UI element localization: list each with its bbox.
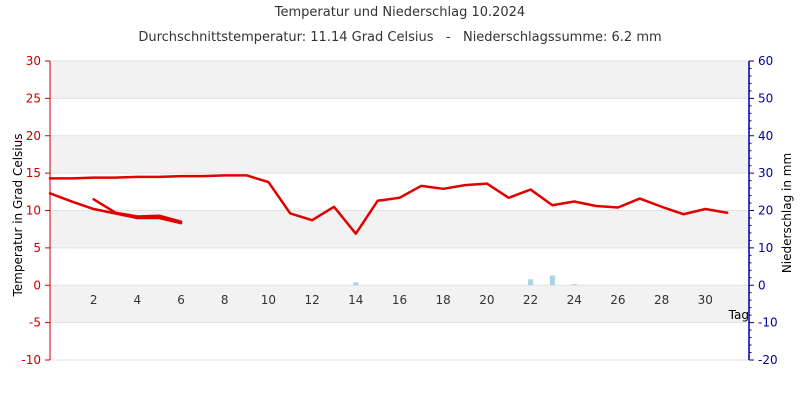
precipitation-bar bbox=[528, 279, 534, 286]
grid-bands bbox=[50, 60, 749, 361]
temperature-line-0 bbox=[48, 174, 729, 235]
y-tick-label-left: -5 bbox=[29, 316, 41, 330]
y-tick-label-left: 15 bbox=[26, 166, 41, 180]
y-tick-label-left: 30 bbox=[26, 54, 41, 68]
x-tick-label: 16 bbox=[392, 293, 407, 307]
temperature-line-2 bbox=[92, 198, 183, 223]
y-tick-label-left: -10 bbox=[21, 353, 41, 367]
y-tick-label-right: 10 bbox=[758, 241, 773, 255]
y-tick-label-right: 50 bbox=[758, 91, 773, 105]
grid-band bbox=[50, 322, 749, 360]
y-axis-left-label: Temperatur in Grad Celsius bbox=[11, 133, 25, 297]
y-tick-label-right: 30 bbox=[758, 166, 773, 180]
temperature-lines bbox=[48, 174, 729, 235]
x-tick-label: 18 bbox=[436, 293, 451, 307]
precipitation-bar bbox=[353, 282, 359, 286]
x-tick-label: 20 bbox=[479, 293, 494, 307]
y-tick-label-right: -10 bbox=[758, 316, 778, 330]
y-tick-label-left: 25 bbox=[26, 91, 41, 105]
grid-band bbox=[50, 247, 749, 286]
grid-band bbox=[50, 285, 749, 323]
x-tick-label: 26 bbox=[610, 293, 625, 307]
x-tick-label: 2 bbox=[90, 293, 98, 307]
x-tick-label: 8 bbox=[221, 293, 229, 307]
x-tick-label: 12 bbox=[304, 293, 319, 307]
x-tick-label: 4 bbox=[134, 293, 142, 307]
grid-band bbox=[50, 98, 749, 136]
y-tick-label-left: 0 bbox=[33, 278, 41, 292]
x-tick-label: 24 bbox=[567, 293, 582, 307]
chart-title: Temperatur und Niederschlag 10.2024 bbox=[274, 5, 525, 20]
precipitation-bar bbox=[549, 275, 555, 286]
x-tick-label: 30 bbox=[698, 293, 713, 307]
x-tick-label: 28 bbox=[654, 293, 669, 307]
axes bbox=[45, 60, 754, 361]
chart-subtitle: Durchschnittstemperatur: 11.14 Grad Cels… bbox=[138, 30, 661, 45]
x-tick-label: 14 bbox=[348, 293, 363, 307]
y-tick-label-right: 60 bbox=[758, 54, 773, 68]
grid-band bbox=[50, 173, 749, 211]
y-tick-label-left: 5 bbox=[33, 241, 41, 255]
y-tick-label-left: 20 bbox=[26, 129, 41, 143]
x-axis-label: Tag bbox=[728, 308, 749, 322]
y-tick-label-right: 0 bbox=[758, 278, 766, 292]
grid-band bbox=[50, 135, 749, 174]
y-tick-label-left: 10 bbox=[26, 204, 41, 218]
y-tick-label-right: -20 bbox=[758, 353, 778, 367]
y-tick-label-right: 20 bbox=[758, 204, 773, 218]
x-tick-label: 6 bbox=[177, 293, 185, 307]
grid-band bbox=[50, 61, 749, 99]
x-tick-label: 10 bbox=[261, 293, 276, 307]
y-tick-label-right: 40 bbox=[758, 129, 773, 143]
x-tick-label: 22 bbox=[523, 293, 538, 307]
y-axis-right-label: Niederschlag in mm bbox=[780, 153, 794, 273]
precipitation-bars bbox=[353, 275, 577, 286]
precipitation-bar bbox=[571, 284, 577, 286]
